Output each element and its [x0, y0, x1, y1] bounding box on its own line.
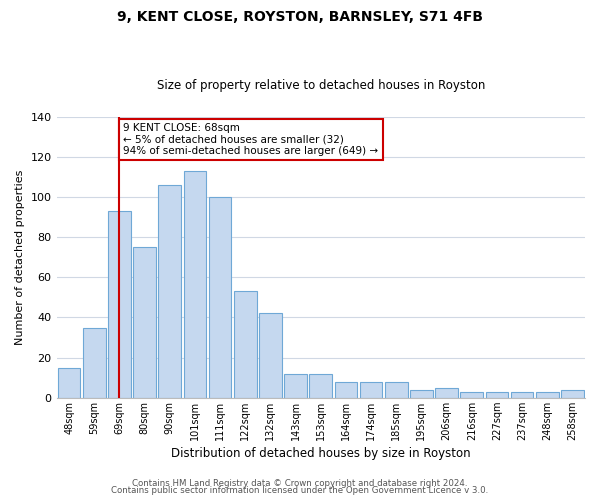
Bar — [209, 197, 232, 398]
X-axis label: Distribution of detached houses by size in Royston: Distribution of detached houses by size … — [171, 447, 470, 460]
Bar — [435, 388, 458, 398]
Bar — [536, 392, 559, 398]
Bar — [511, 392, 533, 398]
Text: Contains public sector information licensed under the Open Government Licence v : Contains public sector information licen… — [112, 486, 488, 495]
Title: Size of property relative to detached houses in Royston: Size of property relative to detached ho… — [157, 79, 485, 92]
Bar — [83, 328, 106, 398]
Bar — [360, 382, 382, 398]
Bar — [561, 390, 584, 398]
Bar — [310, 374, 332, 398]
Y-axis label: Number of detached properties: Number of detached properties — [15, 170, 25, 345]
Bar — [108, 211, 131, 398]
Bar — [58, 368, 80, 398]
Bar — [460, 392, 483, 398]
Bar — [485, 392, 508, 398]
Bar — [259, 314, 282, 398]
Text: Contains HM Land Registry data © Crown copyright and database right 2024.: Contains HM Land Registry data © Crown c… — [132, 478, 468, 488]
Text: 9, KENT CLOSE, ROYSTON, BARNSLEY, S71 4FB: 9, KENT CLOSE, ROYSTON, BARNSLEY, S71 4F… — [117, 10, 483, 24]
Bar — [385, 382, 407, 398]
Bar — [234, 292, 257, 398]
Bar — [335, 382, 357, 398]
Text: 9 KENT CLOSE: 68sqm
← 5% of detached houses are smaller (32)
94% of semi-detache: 9 KENT CLOSE: 68sqm ← 5% of detached hou… — [123, 123, 379, 156]
Bar — [284, 374, 307, 398]
Bar — [410, 390, 433, 398]
Bar — [158, 185, 181, 398]
Bar — [133, 247, 156, 398]
Bar — [184, 171, 206, 398]
